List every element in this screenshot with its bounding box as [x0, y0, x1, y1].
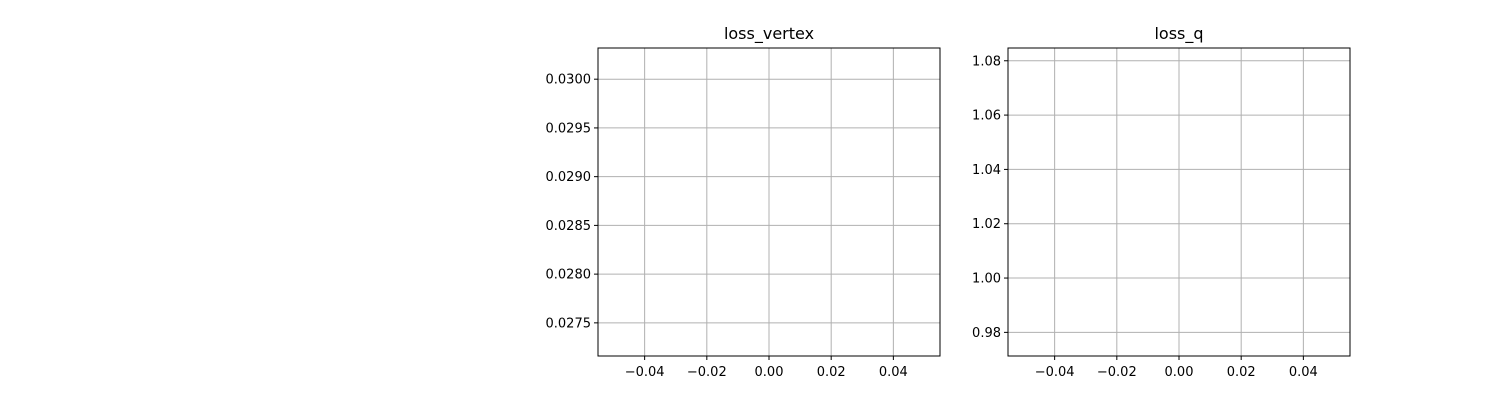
loss-vertex-xtick-label: 0.04 [879, 365, 908, 380]
loss-vertex-xtick-label: −0.02 [687, 365, 727, 380]
loss-vertex-xtick-label: 0.02 [817, 365, 846, 380]
subplot-loss-q: −0.04 −0.02 0.00 0.02 0.04 0.98 1.00 1.02 1.04 1.… [972, 24, 1351, 380]
loss-vertex-ytick-label: 0.0285 [546, 219, 592, 234]
loss-vertex-axes-frame [597, 47, 941, 357]
loss-q-xtick-label: 0.04 [1289, 365, 1318, 380]
loss-vertex-xtick-label: −0.04 [625, 365, 665, 380]
loss-q-title: loss_q [1154, 24, 1203, 44]
loss-q-ytick-label: 1.08 [972, 54, 1001, 69]
loss-q-xtick-label: 0.00 [1165, 365, 1194, 380]
loss-q-ytick-label: 0.98 [972, 326, 1001, 341]
loss-q-xtick-label: 0.02 [1227, 365, 1256, 380]
loss-vertex-ytick-label: 0.0280 [546, 268, 592, 283]
loss-vertex-ytick-label: 0.0275 [546, 316, 592, 331]
loss-vertex-ytick-label: 0.0295 [546, 121, 592, 136]
loss-q-ytick-label: 1.06 [972, 109, 1001, 124]
loss-q-axes-frame [1007, 47, 1351, 357]
subplot-loss-vertex: −0.04 −0.02 0.00 0.02 0.04 0.0275 0.0280 0.0285… [546, 24, 941, 380]
loss-q-xtick-label: −0.04 [1035, 365, 1075, 380]
loss-q-xtick-label: −0.02 [1097, 365, 1137, 380]
loss-vertex-xtick-label: 0.00 [755, 365, 784, 380]
loss-vertex-ytick-label: 0.0300 [546, 73, 592, 88]
loss-q-ytick-label: 1.04 [972, 163, 1001, 178]
loss-vertex-ytick-label: 0.0290 [546, 170, 592, 185]
loss-q-ytick-label: 1.02 [972, 217, 1001, 232]
loss-vertex-title: loss_vertex [724, 24, 814, 44]
loss-q-ytick-label: 1.00 [972, 272, 1001, 287]
